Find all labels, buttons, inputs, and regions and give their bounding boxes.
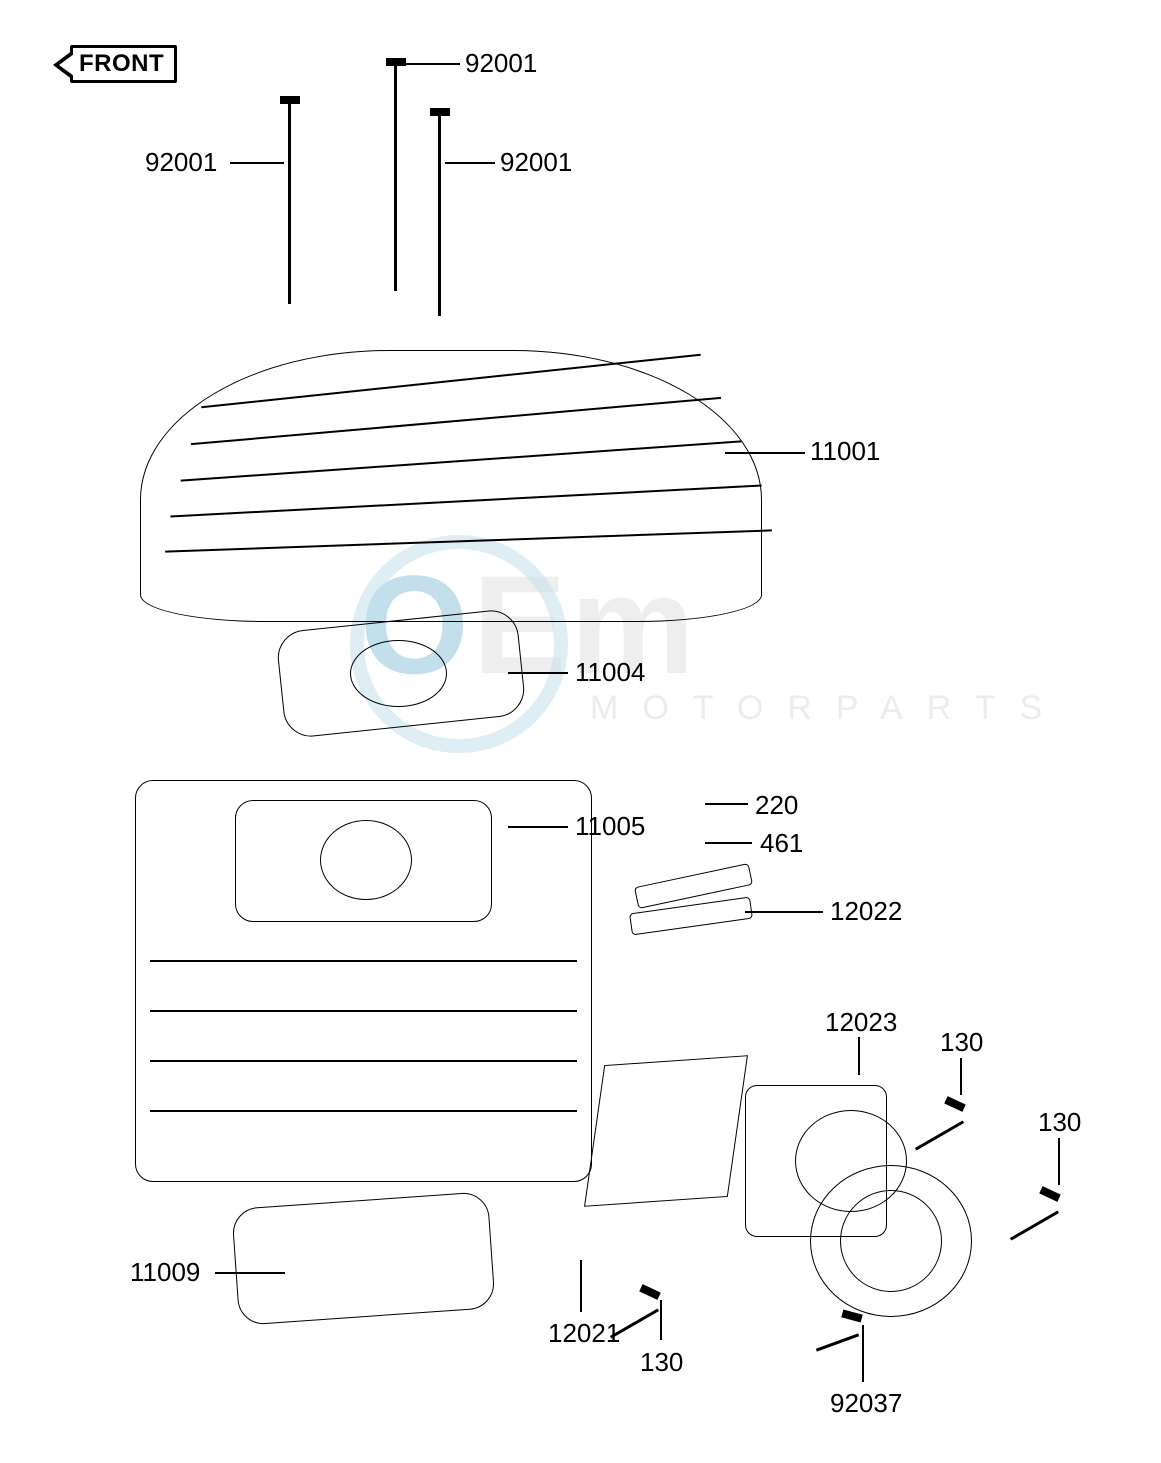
leader-line — [404, 63, 460, 65]
callout-92001: 92001 — [465, 48, 537, 79]
callout-130: 130 — [640, 1347, 683, 1378]
callout-461: 461 — [760, 828, 803, 859]
art-cyl-fin — [150, 1010, 577, 1012]
leader-line — [1058, 1138, 1060, 1185]
callout-12021: 12021 — [548, 1318, 620, 1349]
art-cyl-fin — [150, 1110, 577, 1112]
leader-line — [580, 1260, 582, 1312]
leader-line — [858, 1037, 860, 1075]
callout-92037: 92037 — [830, 1388, 902, 1419]
leader-line — [705, 842, 752, 844]
art-reed-body — [584, 1055, 748, 1207]
callout-11004: 11004 — [575, 657, 645, 688]
callout-11009: 11009 — [130, 1257, 200, 1288]
art-bolt-shaft — [438, 116, 441, 316]
callout-11005: 11005 — [575, 811, 645, 842]
art-bolt-head — [386, 58, 406, 66]
leader-line — [725, 452, 805, 454]
art-bolt-shaft — [288, 104, 291, 304]
leader-line — [960, 1058, 962, 1095]
art-bolt-shaft — [816, 1333, 859, 1351]
front-orientation-badge: FRONT — [70, 45, 177, 83]
callout-12023: 12023 — [825, 1007, 897, 1038]
art-cyl-fin — [150, 960, 577, 962]
leader-line — [745, 911, 823, 913]
leader-line — [508, 672, 568, 674]
callout-130: 130 — [1038, 1107, 1081, 1138]
callout-12022: 12022 — [830, 896, 902, 927]
callout-92001: 92001 — [500, 147, 572, 178]
art-bolt-shaft — [1010, 1210, 1059, 1240]
callout-92001: 92001 — [145, 147, 217, 178]
diagram-canvas: FRONT OEm MOTORPARTS — [0, 0, 1161, 1463]
art-bolt-head — [1039, 1186, 1061, 1202]
leader-line — [445, 162, 495, 164]
art-bolt-head — [944, 1096, 966, 1112]
leader-line — [660, 1300, 662, 1340]
art-intake-boot-inner — [840, 1190, 942, 1292]
callout-220: 220 — [755, 790, 798, 821]
art-bolt-head — [430, 108, 450, 116]
leader-line — [230, 162, 284, 164]
callout-130: 130 — [940, 1027, 983, 1058]
leader-line — [215, 1272, 285, 1274]
art-bolt-head — [639, 1284, 661, 1300]
art-cyl-fin — [150, 1060, 577, 1062]
art-head-gasket-bore — [350, 640, 447, 707]
art-cylinder-bore — [320, 820, 412, 900]
leader-line — [705, 803, 748, 805]
art-bolt-head — [841, 1310, 862, 1323]
art-bolt-head — [280, 96, 300, 104]
callout-11001: 11001 — [810, 436, 880, 467]
art-bolt-shaft — [394, 66, 397, 291]
leader-line — [862, 1325, 864, 1382]
art-base-gasket — [231, 1191, 496, 1326]
art-bolt-shaft — [915, 1120, 964, 1150]
art-cylinder-head — [140, 350, 762, 622]
leader-line — [508, 826, 568, 828]
